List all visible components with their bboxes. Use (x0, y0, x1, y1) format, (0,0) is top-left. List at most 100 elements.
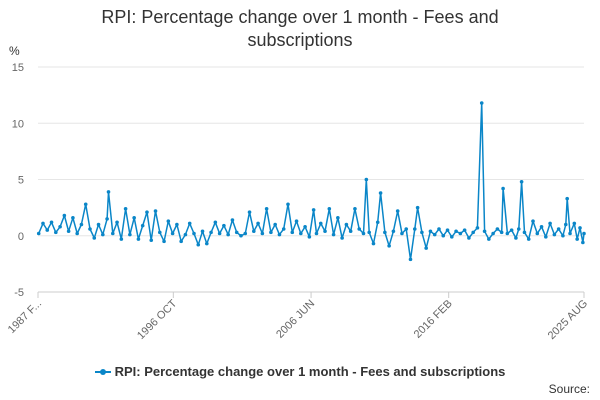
series-line (38, 102, 585, 261)
data-point (105, 217, 109, 221)
data-point (286, 202, 290, 207)
data-point (260, 231, 265, 236)
data-point (66, 229, 71, 234)
data-point (387, 244, 391, 248)
data-point (83, 202, 88, 207)
data-point (175, 222, 179, 227)
data-point (192, 231, 196, 236)
data-point (247, 210, 252, 214)
data-point (432, 232, 437, 237)
x-tick-label: 1987 F... (6, 298, 44, 336)
data-point (153, 209, 158, 213)
data-point (582, 231, 586, 236)
data-point (544, 235, 548, 239)
x-tick-label: 2016 FEB (412, 298, 455, 341)
data-point (539, 224, 544, 229)
data-point (475, 226, 480, 230)
data-point (357, 227, 362, 231)
data-point (277, 232, 282, 237)
data-point (420, 230, 424, 235)
data-point (552, 232, 557, 237)
data-point (200, 229, 205, 234)
data-point (290, 230, 295, 235)
data-point (62, 213, 67, 218)
data-point (563, 222, 568, 227)
data-point (535, 231, 540, 236)
data-point (269, 230, 273, 235)
data-point (353, 206, 357, 211)
data-point (568, 231, 572, 236)
data-point (140, 223, 145, 228)
data-point (294, 219, 299, 223)
legend[interactable]: RPI: Percentage change over 1 month - Fe… (0, 364, 600, 380)
data-point (495, 227, 500, 231)
data-point (375, 220, 380, 225)
data-point (509, 228, 514, 232)
data-point (395, 209, 400, 213)
data-point (514, 236, 518, 240)
data-point (41, 221, 45, 226)
data-point (45, 228, 50, 232)
data-point (318, 221, 323, 226)
data-point (149, 238, 154, 243)
data-point (119, 237, 124, 241)
legend-item[interactable]: RPI: Percentage change over 1 month - Fe… (94, 364, 505, 379)
data-point (404, 227, 409, 231)
data-point (92, 236, 97, 240)
data-point (183, 232, 188, 237)
data-point (367, 230, 371, 235)
data-point (548, 221, 552, 226)
data-point (348, 229, 353, 234)
data-point (581, 240, 585, 245)
data-point (196, 242, 201, 247)
data-point (79, 222, 84, 227)
data-point (391, 229, 396, 234)
data-point (311, 208, 316, 212)
data-point (344, 222, 349, 227)
data-point (499, 230, 504, 235)
data-point (323, 229, 327, 234)
data-point (299, 231, 303, 236)
y-tick-label: -5 (14, 287, 24, 299)
x-tick-label: 1996 OCT (135, 297, 180, 342)
data-point (383, 230, 387, 235)
data-point (501, 186, 505, 191)
data-point (256, 221, 260, 226)
chart-title-line-2: subscriptions (247, 30, 353, 50)
data-point (101, 232, 105, 237)
data-point (415, 205, 420, 210)
data-point (408, 257, 413, 262)
data-point (526, 237, 531, 241)
data-point (239, 233, 243, 238)
data-point (157, 230, 162, 235)
data-point (49, 220, 54, 225)
data-point (106, 190, 111, 194)
data-point (273, 222, 277, 227)
data-point (371, 241, 376, 246)
data-point (516, 227, 521, 231)
data-point (327, 206, 332, 211)
data-point (222, 223, 226, 228)
data-point (136, 237, 141, 241)
data-point (58, 224, 62, 229)
data-point (217, 231, 222, 236)
data-point (556, 227, 561, 231)
y-tick-label: 5 (18, 175, 24, 187)
data-point (115, 220, 119, 225)
data-point (445, 228, 450, 232)
data-point (179, 239, 183, 244)
x-tick-label: 2025 AUG (546, 298, 590, 342)
data-point (145, 210, 149, 214)
data-point (412, 227, 417, 231)
y-axis-unit: % (9, 44, 20, 58)
data-point (96, 222, 101, 227)
data-point (110, 231, 115, 236)
data-point (230, 218, 235, 222)
data-point (454, 229, 458, 234)
data-point (209, 230, 213, 235)
data-point (482, 229, 487, 234)
data-point (462, 228, 467, 232)
data-point (88, 227, 92, 231)
data-point (162, 239, 166, 244)
data-point (565, 196, 569, 201)
